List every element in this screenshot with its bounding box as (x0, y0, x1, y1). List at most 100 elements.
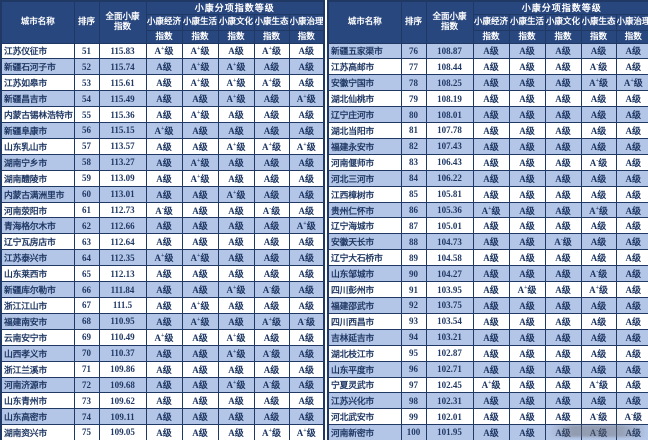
index-cell: 108.01 (425, 106, 474, 124)
header-sub-economy-index-label: 指数 (472, 29, 510, 44)
city-cell: 山东乳山市 (0, 137, 75, 155)
grade-text: A级 (625, 269, 642, 280)
city-cell: 山东平度市 (327, 360, 402, 378)
header-city: 城市名称 (0, 0, 75, 44)
grade-cell: A级 (508, 58, 546, 76)
grade-text: A级 (519, 205, 535, 216)
rank-cell: 90 (400, 265, 427, 283)
rank-cell: 59 (73, 169, 100, 187)
grade-cell: A级 (508, 74, 546, 92)
grade-cell: A级 (580, 328, 617, 346)
grade-cell: A级 (615, 153, 648, 171)
city-cell: 新疆库尔勒市 (0, 281, 75, 298)
city-cell: 湖南宁乡市 (0, 153, 75, 171)
grade-text: A-级 (589, 412, 608, 423)
grade-cell: A级 (580, 360, 617, 378)
grade-cell: A级 (580, 185, 617, 203)
header-sub-governance: 小康治理 (288, 13, 325, 31)
grade-text: A级 (192, 205, 208, 216)
grade-text: A级 (519, 396, 535, 407)
grade-cell: A级 (253, 297, 290, 314)
grade-text: A级 (519, 412, 535, 423)
grade-cell: A+级 (217, 185, 255, 203)
grade-superscript: + (233, 348, 237, 355)
grade-text: A级 (555, 300, 571, 311)
grade-text: A级 (228, 237, 244, 248)
grade-text: A级 (263, 157, 280, 168)
grade-text: A级 (625, 141, 642, 152)
grade-text: A级 (625, 316, 642, 327)
rank-cell: 92 (400, 297, 427, 314)
grade-cell: A级 (544, 153, 582, 171)
city-cell: 河南新密市 (327, 424, 402, 440)
grade-cell: A级 (472, 281, 510, 298)
grade-text: A级 (625, 253, 642, 264)
header-subindex-group: 小康分项指数等级 (145, 0, 325, 15)
header-sub-life-index-label: 指数 (508, 29, 546, 44)
grade-cell: A级 (508, 185, 546, 203)
grade-superscript: + (197, 173, 201, 180)
city-cell: 福建南安市 (0, 312, 75, 330)
grade-text: A级 (519, 157, 535, 168)
grade-text: A级 (519, 300, 535, 311)
city-cell: 江苏高邮市 (327, 58, 402, 76)
grade-text: A级 (555, 94, 571, 105)
grade-cell: A级 (288, 106, 325, 124)
grade-cell: A级 (472, 408, 510, 426)
grade-cell: A级 (615, 376, 648, 394)
grade-text: A级 (555, 141, 571, 152)
grade-text: A+级 (154, 125, 174, 136)
grade-cell: A+级 (145, 122, 183, 139)
header-overall-line2: 指数 (441, 21, 459, 32)
grade-cell: A级 (472, 360, 510, 378)
grade-text: A-级 (589, 427, 608, 438)
grade-text: A级 (156, 141, 172, 152)
grade-cell: A+级 (253, 424, 290, 440)
city-cell: 江苏仪征市 (0, 42, 75, 60)
grade-text: A级 (483, 412, 499, 423)
rank-cell: 99 (400, 408, 427, 426)
grade-superscript: + (197, 300, 201, 307)
grade-cell: A级 (544, 424, 582, 440)
grade-text: A+级 (190, 157, 210, 168)
grade-text: A级 (228, 316, 244, 327)
grade-text: A级 (263, 364, 280, 375)
table-row: 四川西昌市 93 103.54 A级 A级 A级 A级 A级 (327, 312, 648, 330)
grade-superscript: + (197, 110, 201, 117)
grade-text: A级 (483, 332, 499, 343)
grade-text: A级 (625, 46, 642, 57)
grade-cell: A级 (615, 90, 648, 108)
grade-cell: A+级 (181, 249, 219, 267)
grade-cell: A级 (145, 217, 183, 235)
header-sub-ecology: 小康生态 (253, 13, 290, 31)
table-row: 山东乳山市 57 113.57 A级 A级 A+级 A+级 A+级 (0, 137, 325, 155)
grade-cell: A+级 (181, 58, 219, 76)
grade-text: A级 (555, 269, 571, 280)
grade-text: A级 (298, 348, 315, 359)
index-cell: 103.75 (425, 297, 474, 314)
grade-text: A+级 (262, 46, 281, 57)
grade-text: A级 (228, 427, 244, 438)
grade-text: A级 (590, 125, 607, 136)
grade-cell: A级 (615, 137, 648, 155)
grade-cell: A级 (181, 376, 219, 394)
grade-text: A+级 (190, 253, 210, 264)
table-row: 福建永安市 82 107.43 A级 A级 A级 A级 A级 (327, 137, 648, 155)
index-cell: 109.62 (98, 392, 147, 410)
header-sub-governance: 小康治理 (615, 13, 648, 31)
grade-text: A级 (483, 110, 499, 121)
grade-text: A级 (555, 205, 571, 216)
grade-text: A级 (298, 125, 315, 136)
grade-cell: A级 (472, 312, 510, 330)
grade-cell: A+级 (288, 217, 325, 235)
grade-superscript: + (233, 189, 237, 196)
grade-text: A+级 (623, 78, 643, 89)
grade-superscript: + (303, 94, 307, 101)
grade-cell: A级 (145, 233, 183, 251)
grade-cell: A级 (288, 42, 325, 60)
grade-text: A级 (228, 221, 244, 232)
grade-text: A级 (228, 46, 244, 57)
grade-cell: A+级 (580, 281, 617, 298)
grade-cell: A级 (145, 297, 183, 314)
grade-text: A级 (156, 173, 172, 184)
